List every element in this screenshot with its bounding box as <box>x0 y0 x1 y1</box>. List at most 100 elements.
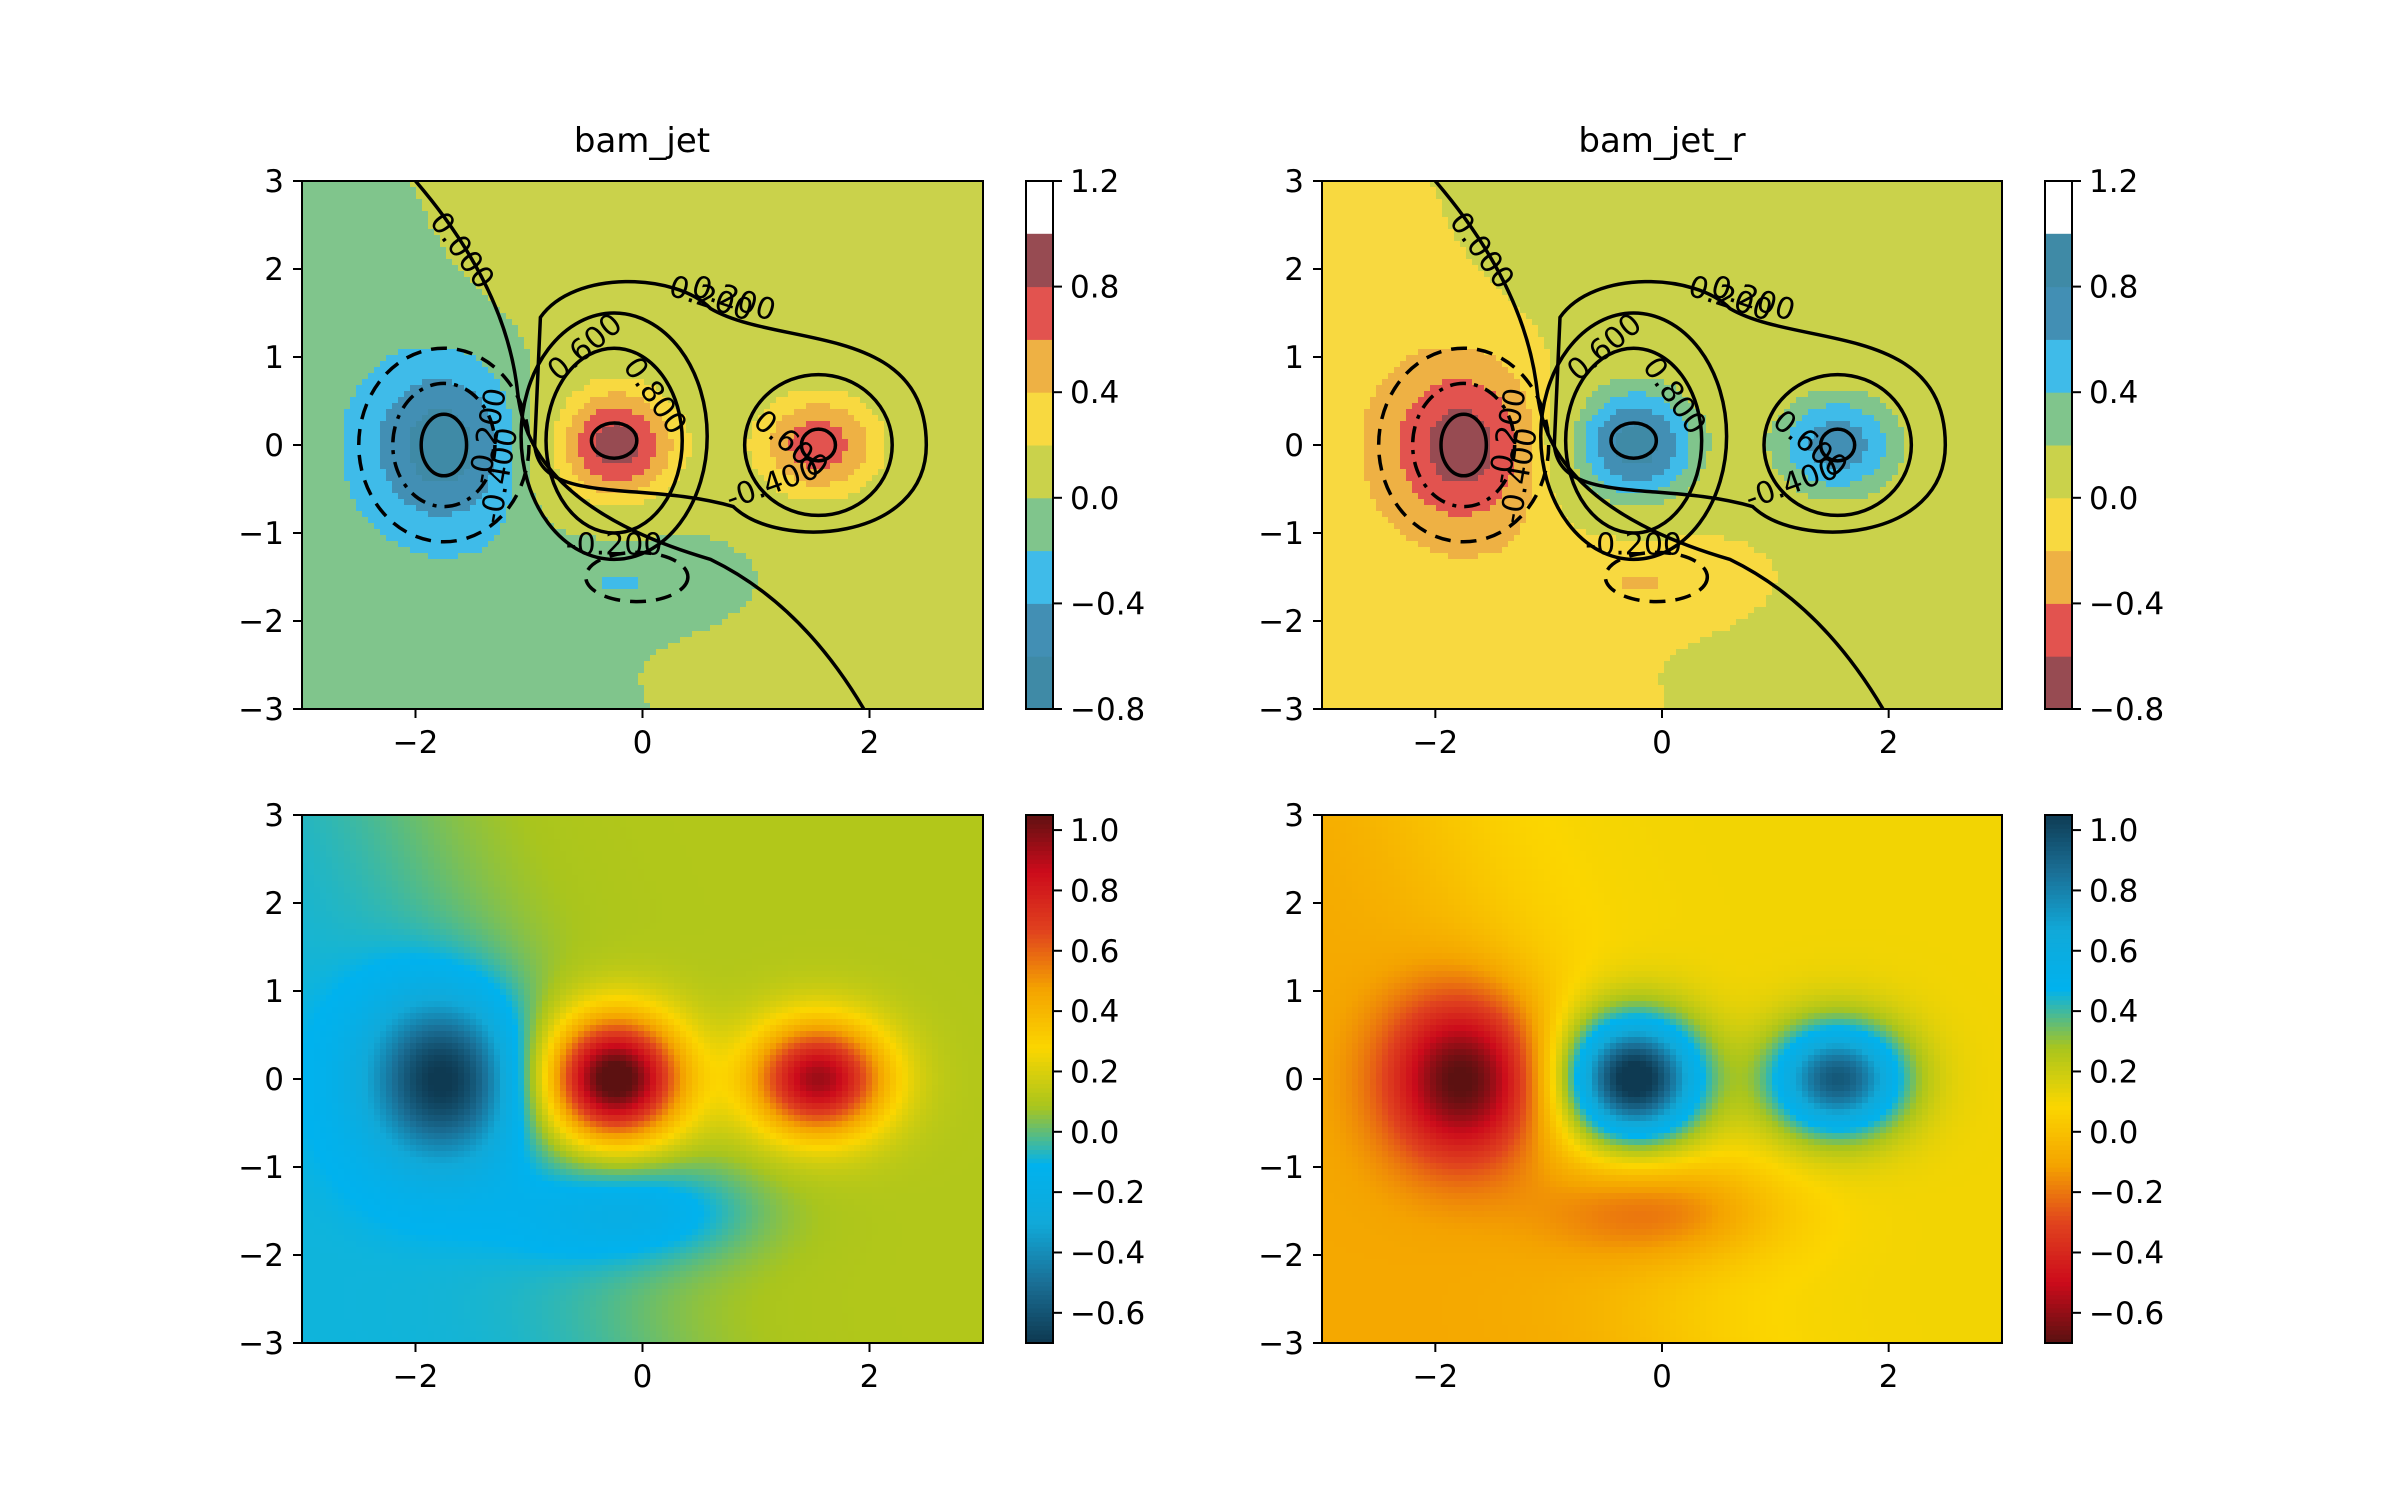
colorbar-band-br <box>2045 1175 2072 1181</box>
colorbar-tick-label-bl: 0.0 <box>1070 1115 1119 1151</box>
colorbar-band-br <box>2045 929 2072 935</box>
colorbar-frame-tr <box>2044 180 2073 710</box>
colorbar-band-bl <box>1026 1277 1053 1282</box>
colorbar-band-br <box>2045 1004 2072 1010</box>
contour-label: -0.200 <box>566 528 663 563</box>
colorbar-band-bl <box>1026 1149 1053 1155</box>
colorbar-band-bl <box>1026 815 1053 820</box>
colorbar-band-bl <box>1026 947 1053 952</box>
colorbar-band-br <box>2045 1065 2072 1071</box>
colorbar-bottom-left: −0.6 −0.4 −0.2 0.0 0.2 0.4 0.6 0.8 1.0 <box>1025 813 1145 1344</box>
colorbar-band-br <box>2045 1246 2072 1252</box>
colorbar-band-bl <box>1026 1224 1053 1230</box>
colorbar-band-br <box>2045 1224 2072 1230</box>
colorbar-band-bl <box>1026 973 1053 979</box>
contour-lines-tl <box>357 181 929 709</box>
y-tick-label-bl: 2 <box>264 886 284 922</box>
colorbar-band-br <box>2045 850 2072 856</box>
contour-line <box>1818 427 1857 463</box>
x-tick-label-br: 2 <box>1879 1359 1899 1395</box>
colorbar-band-bl <box>1026 1074 1053 1080</box>
colorbar-top-left: −0.8 −0.4 0.0 0.4 0.8 1.2 <box>1025 164 1145 728</box>
colorbar-band-br <box>2045 1079 2072 1084</box>
colorbar-frame-bl <box>1025 814 1054 1344</box>
x-tick-label-tl: −2 <box>393 725 439 761</box>
colorbar-band-br <box>2045 1145 2072 1150</box>
colorbar-band-bl <box>1026 1303 1053 1309</box>
colorbar-band-bl <box>1026 1008 1053 1014</box>
colorbar-band-br <box>2045 1171 2072 1177</box>
colorbar-band-bl <box>1026 1211 1053 1216</box>
colorbar-band-bl <box>1026 1039 1053 1045</box>
colorbar-band-bl <box>1026 1285 1053 1291</box>
colorbar-tick-label-bl: 1.0 <box>1070 813 1119 849</box>
colorbar-band-br <box>2045 1013 2072 1018</box>
y-tick-label-tr: 3 <box>1284 164 1304 200</box>
colorbar-band-tl <box>1026 603 1053 657</box>
colorbar-band-bl <box>1026 1092 1053 1098</box>
colorbar-tick-label-br: 1.0 <box>2089 813 2138 849</box>
colorbar-band-bl <box>1026 903 1053 908</box>
colorbar-band-bl <box>1026 1325 1053 1331</box>
colorbar-band-bl <box>1026 832 1053 838</box>
colorbar-band-bl <box>1026 1087 1053 1093</box>
y-tick-label-br: 1 <box>1284 974 1304 1010</box>
colorbar-band-bl <box>1026 960 1053 966</box>
colorbar-band-bl <box>1026 1321 1053 1326</box>
colorbar-band-bl <box>1026 1329 1053 1335</box>
colorbar-band-bl <box>1026 911 1053 917</box>
colorbar-tick-label-br: 0.8 <box>2089 873 2138 909</box>
colorbar-band-bl <box>1026 938 1053 944</box>
colorbar-band-tr <box>2045 603 2072 657</box>
colorbar-tick-label-bl: 0.6 <box>1070 934 1119 970</box>
colorbar-band-br <box>2045 1281 2072 1287</box>
colorbar-band-br <box>2045 1228 2072 1234</box>
colorbar-band-tr <box>2045 233 2072 288</box>
colorbar-band-bl <box>1026 1255 1053 1260</box>
colorbar-tick-label-br: 0.4 <box>2089 994 2138 1030</box>
colorbar-band-br <box>2045 1048 2072 1054</box>
colorbar-band-tr <box>2045 392 2072 446</box>
colorbar-band-br <box>2045 1105 2072 1111</box>
colorbar-band-bl <box>1026 845 1053 851</box>
field-cells <box>1322 815 2002 1343</box>
contour-line <box>532 279 929 534</box>
colorbar-band-br <box>2045 1167 2072 1172</box>
colorbar-tick-label-br: 0.2 <box>2089 1054 2138 1090</box>
colorbar-tick-label-tr: −0.4 <box>2089 586 2164 622</box>
colorbar-tick-label-tl: −0.8 <box>1070 692 1145 728</box>
colorbar-band-br <box>2045 1211 2072 1216</box>
colorbar-band-bl <box>1026 955 1053 961</box>
contour-line <box>1439 412 1489 478</box>
colorbar-band-bl <box>1026 1079 1053 1084</box>
colorbar-band-br <box>2045 951 2072 957</box>
colorbar-band-br <box>2045 1255 2072 1260</box>
colorbar-band-br <box>2045 1294 2072 1300</box>
colorbar-band-bl <box>1026 1189 1053 1194</box>
colorbar-band-bl <box>1026 1250 1053 1256</box>
colorbar-band-tr <box>2045 339 2072 393</box>
colorbar-band-bl <box>1026 1246 1053 1252</box>
colorbar-band-bl <box>1026 1219 1053 1225</box>
colorbar-band-bl <box>1026 867 1053 873</box>
y-tick-label-tl: 3 <box>264 164 284 200</box>
colorbar-band-bl <box>1026 1145 1053 1150</box>
contour-line <box>1762 372 1914 518</box>
contour-line <box>1552 279 1948 534</box>
panel-bottom-right-heatmap: −2 0 2 −3 −2 −1 0 1 2 3 <box>1258 798 2003 1395</box>
y-tick-label-br: −1 <box>1258 1150 1304 1186</box>
colorbar-band-br <box>2045 903 2072 908</box>
colorbar-band-br <box>2045 1109 2072 1115</box>
field-cells <box>302 815 983 1343</box>
contour-line <box>1603 550 1710 604</box>
title-top-left: bam_jet <box>574 121 710 161</box>
colorbar-band-br <box>2045 1241 2072 1247</box>
y-tick-label-tl: 2 <box>264 252 284 288</box>
colorbar-tick-label-tr: 0.4 <box>2089 375 2138 411</box>
colorbar-band-tr <box>2045 550 2072 604</box>
y-tick-label-bl: −1 <box>238 1150 284 1186</box>
colorbar-band-bl <box>1026 1175 1053 1181</box>
colorbar-tick-label-tr: 1.2 <box>2089 164 2138 200</box>
contour-line <box>742 372 894 518</box>
